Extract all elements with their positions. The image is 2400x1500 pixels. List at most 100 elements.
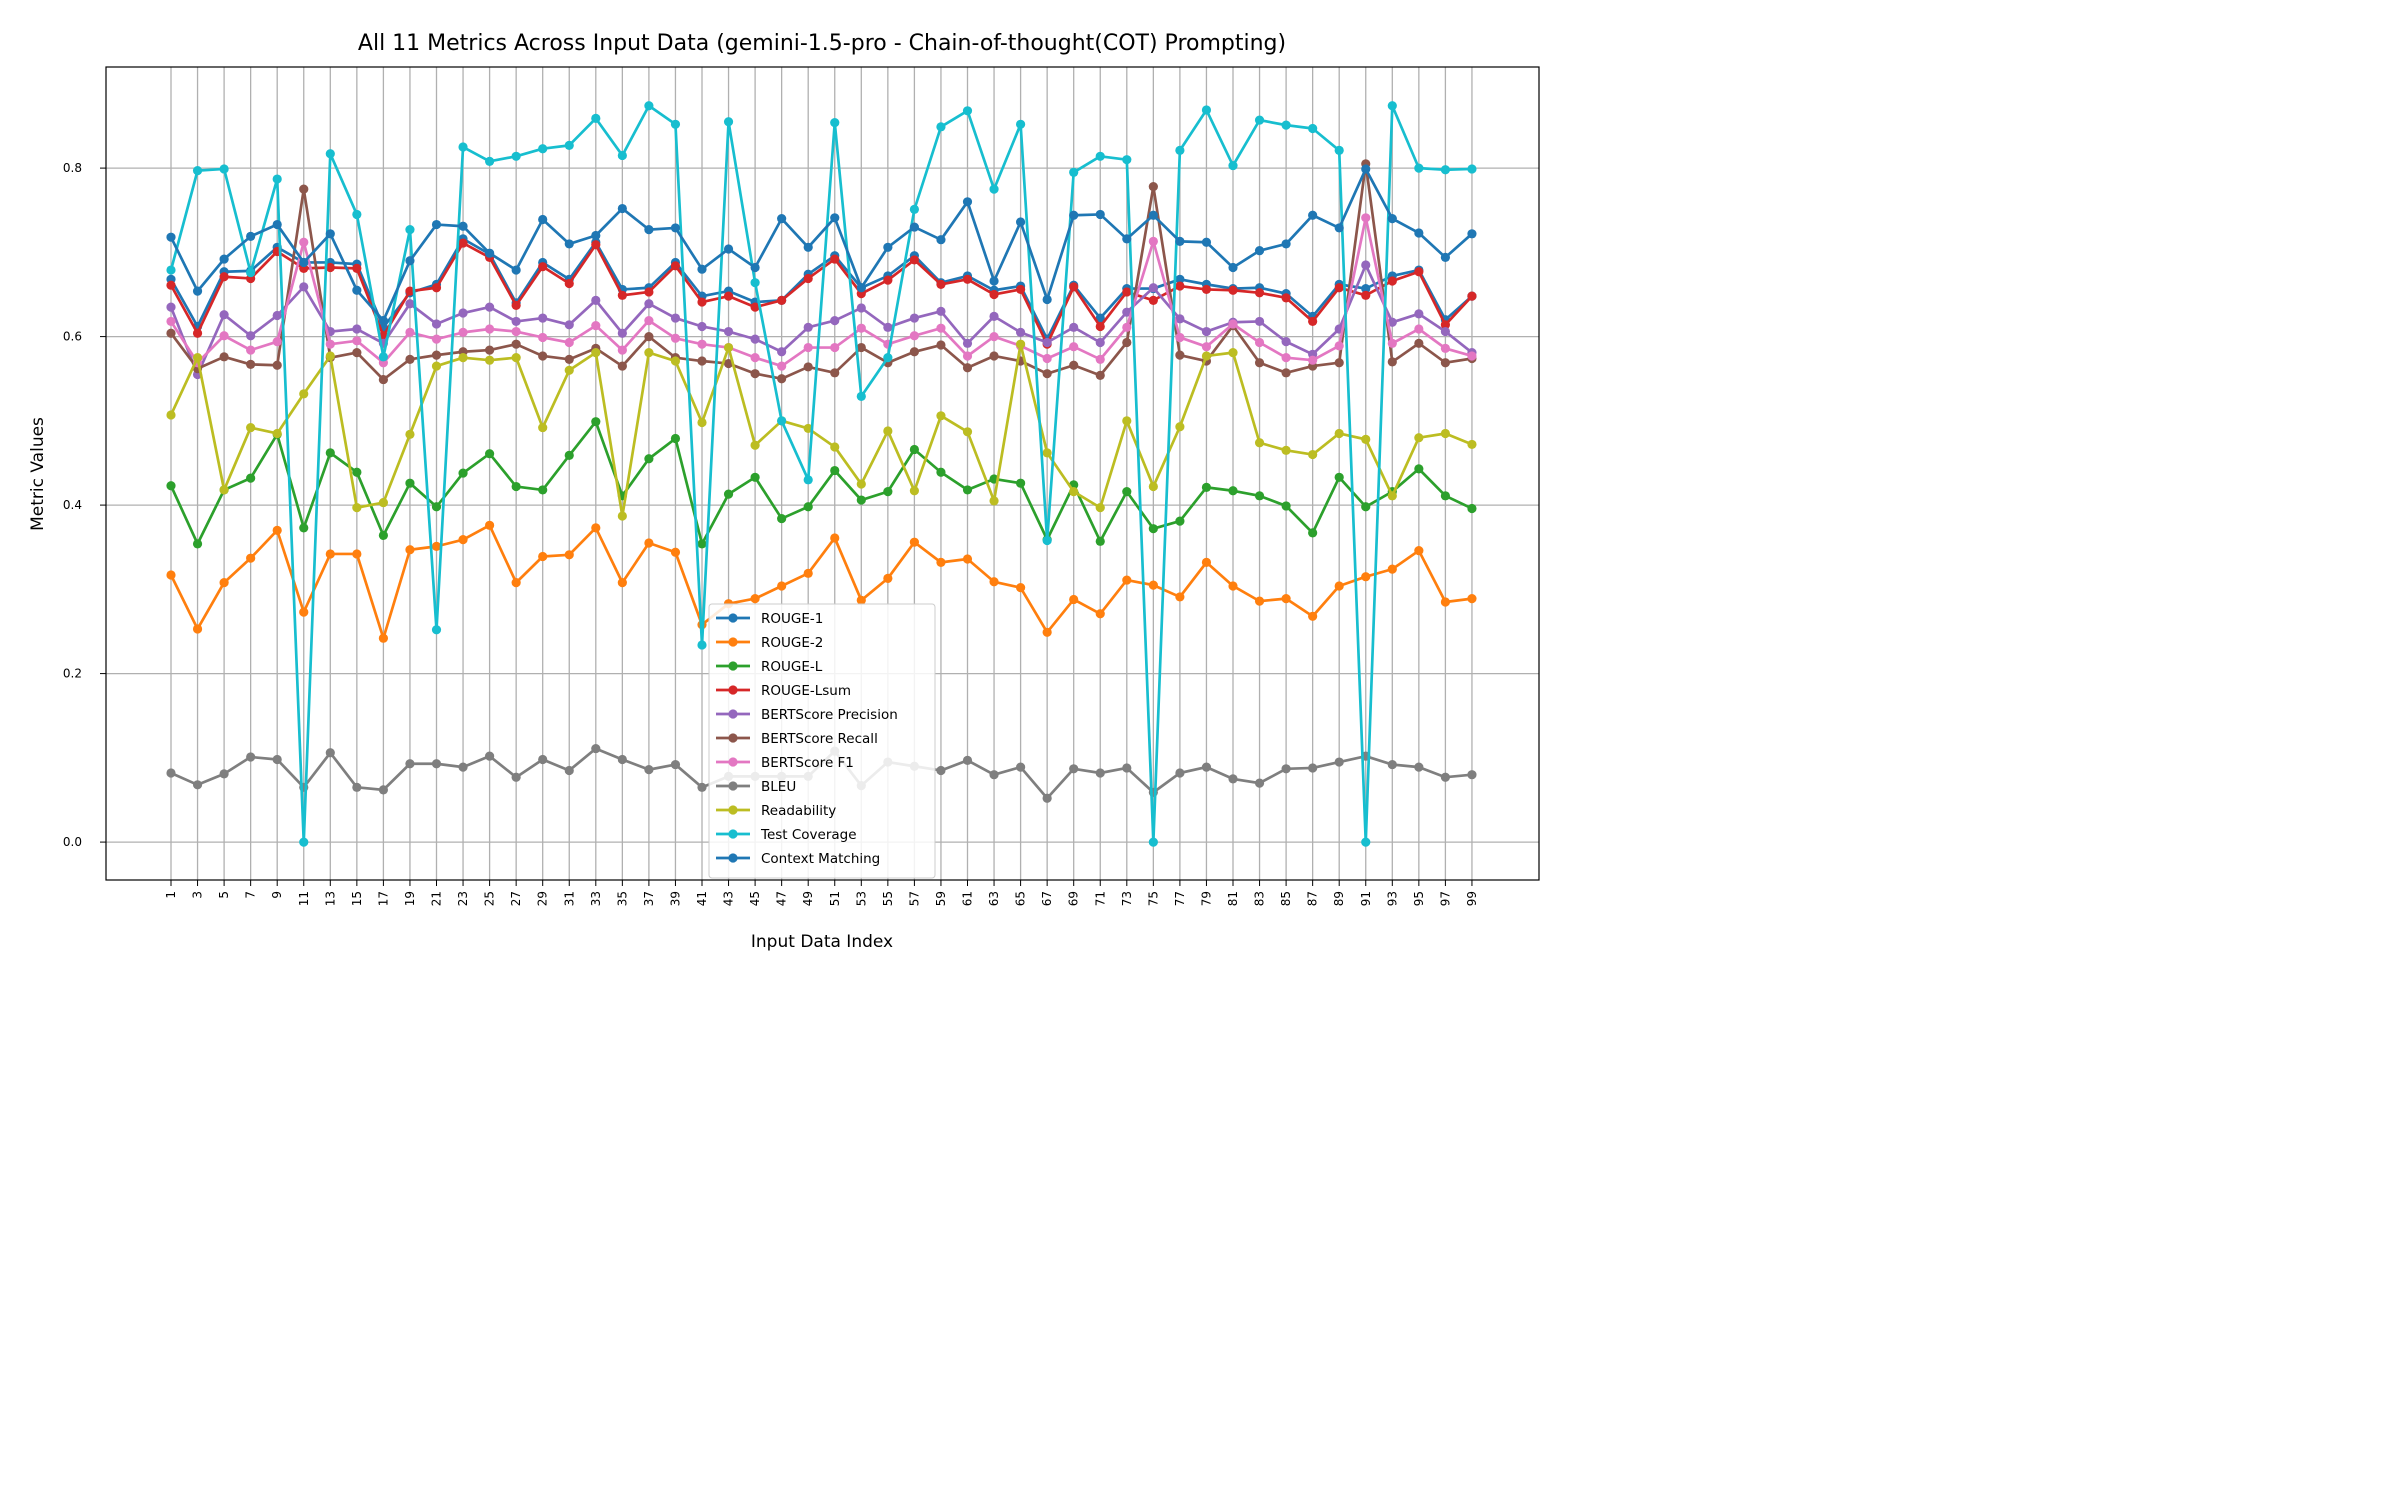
x-axis-label: Input Data Index	[751, 932, 893, 952]
data-point	[1334, 428, 1344, 439]
data-point	[192, 166, 203, 176]
data-point	[1414, 545, 1424, 556]
data-point	[325, 748, 335, 758]
x-tick-label: 11	[297, 891, 311, 906]
data-point	[1361, 213, 1371, 223]
x-tick-label: 79	[1199, 891, 1213, 906]
data-point	[670, 119, 681, 129]
data-point	[1281, 337, 1291, 347]
data-point	[617, 361, 627, 371]
data-point	[299, 257, 309, 268]
data-point	[1387, 276, 1397, 286]
data-point	[1308, 763, 1318, 773]
data-point	[538, 485, 548, 495]
data-point	[485, 345, 495, 355]
data-point	[1281, 445, 1291, 455]
data-point	[511, 316, 521, 327]
data-point	[192, 328, 203, 338]
data-point	[830, 368, 840, 378]
data-point	[697, 782, 707, 792]
data-point	[883, 487, 893, 497]
data-point	[962, 351, 973, 361]
data-point	[272, 310, 282, 321]
data-point	[511, 300, 521, 311]
x-tick-label: 69	[1067, 891, 1081, 906]
data-point	[1175, 350, 1185, 360]
data-point	[431, 361, 442, 371]
data-point	[1148, 182, 1158, 192]
data-point	[803, 568, 813, 578]
data-point	[803, 475, 813, 485]
data-point	[883, 242, 893, 252]
data-point	[166, 328, 176, 338]
legend-marker	[728, 829, 738, 839]
data-point	[909, 347, 920, 357]
data-point	[697, 356, 707, 366]
data-point	[1042, 535, 1052, 546]
data-point	[936, 323, 946, 333]
data-point	[856, 391, 866, 402]
data-point	[485, 248, 495, 258]
data-point	[1308, 449, 1318, 460]
data-point	[909, 204, 920, 214]
data-point	[1414, 228, 1424, 238]
data-point	[1095, 337, 1105, 348]
data-point	[750, 369, 760, 379]
data-point	[564, 550, 574, 560]
data-point	[458, 353, 468, 363]
data-point	[431, 319, 442, 329]
data-point	[989, 770, 999, 780]
data-point	[325, 549, 335, 559]
data-point	[936, 467, 946, 477]
data-point	[1122, 763, 1132, 773]
x-tick-label: 19	[403, 891, 417, 906]
legend-label: BERTScore Precision	[761, 707, 898, 723]
data-point	[856, 303, 866, 313]
x-tick-label: 95	[1412, 891, 1426, 906]
data-point	[723, 117, 734, 127]
data-point	[1148, 283, 1158, 293]
data-point	[989, 496, 999, 506]
series-rouge-lsum	[166, 238, 1477, 349]
data-point	[803, 502, 813, 512]
data-point	[697, 640, 707, 650]
data-point	[777, 361, 787, 371]
data-point	[989, 311, 999, 321]
data-point	[803, 273, 813, 284]
data-point	[246, 553, 256, 563]
series-line	[169, 162, 1473, 381]
data-point	[777, 416, 787, 426]
data-point	[511, 481, 521, 492]
data-point	[1414, 163, 1424, 173]
x-tick-label: 21	[430, 891, 444, 906]
data-point	[962, 197, 973, 207]
data-point	[777, 214, 787, 224]
data-point	[1254, 491, 1265, 501]
data-point	[1042, 627, 1052, 637]
data-point	[325, 351, 335, 361]
data-point	[803, 242, 813, 252]
data-point	[1387, 214, 1397, 224]
data-point	[1201, 237, 1212, 247]
data-point	[1254, 596, 1265, 606]
data-point	[1440, 320, 1450, 330]
data-point	[936, 557, 946, 567]
data-point	[1122, 487, 1132, 497]
data-point	[299, 282, 309, 292]
data-point	[1308, 611, 1318, 621]
data-point	[192, 539, 203, 549]
data-point	[591, 743, 601, 754]
data-point	[1361, 502, 1371, 512]
x-tick-label: 29	[536, 891, 550, 906]
data-point	[830, 213, 840, 223]
legend-marker	[728, 757, 738, 767]
data-point	[1148, 295, 1158, 305]
data-point	[644, 315, 654, 326]
data-point	[591, 321, 601, 331]
data-point	[856, 495, 866, 505]
data-point	[644, 287, 654, 297]
data-point	[1281, 501, 1291, 511]
data-point	[830, 118, 840, 128]
data-point	[909, 255, 920, 265]
data-point	[670, 547, 681, 557]
